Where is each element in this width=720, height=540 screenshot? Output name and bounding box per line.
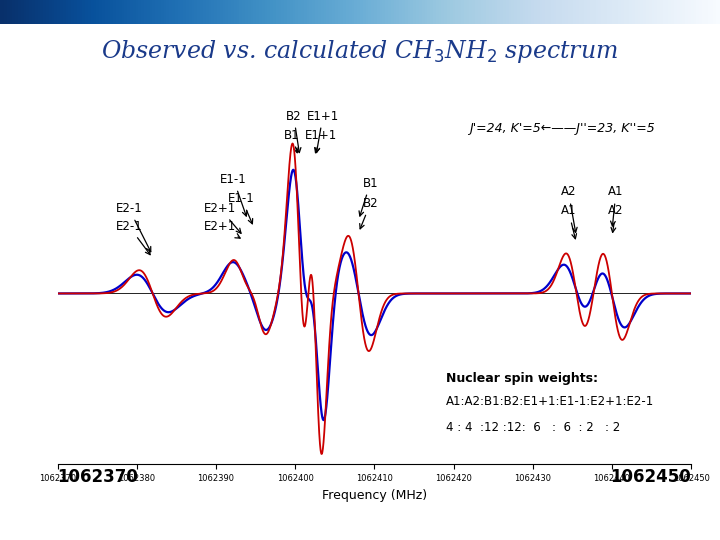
- Text: E1-1: E1-1: [220, 173, 247, 216]
- Text: B1: B1: [284, 129, 300, 153]
- Text: 4 : 4  :12 :12:  6   :  6  : 2   : 2: 4 : 4 :12 :12: 6 : 6 : 2 : 2: [446, 421, 620, 434]
- Text: E2-1: E2-1: [115, 202, 150, 252]
- Text: E1+1: E1+1: [305, 129, 338, 153]
- Text: E1+1: E1+1: [307, 110, 339, 153]
- Text: A2: A2: [561, 186, 577, 232]
- Text: A1: A1: [561, 205, 577, 239]
- Text: E2+1: E2+1: [204, 220, 240, 238]
- Text: 1062450: 1062450: [611, 468, 691, 486]
- Text: E2-1: E2-1: [115, 220, 150, 255]
- Text: B2: B2: [286, 110, 302, 153]
- Text: A1:A2:B1:B2:E1+1:E1-1:E2+1:E2-1: A1:A2:B1:B2:E1+1:E1-1:E2+1:E2-1: [446, 395, 654, 408]
- Text: A1: A1: [608, 186, 624, 226]
- X-axis label: Frequency (MHz): Frequency (MHz): [322, 489, 427, 502]
- Text: E2+1: E2+1: [204, 202, 241, 233]
- Text: Observed vs. calculated CH$_3$NH$_2$ spectrum: Observed vs. calculated CH$_3$NH$_2$ spe…: [102, 38, 618, 65]
- Text: J'=24, K'=5←——J''=23, K''=5: J'=24, K'=5←——J''=23, K''=5: [469, 123, 655, 136]
- Text: B2: B2: [360, 197, 378, 229]
- Text: Nuclear spin weights:: Nuclear spin weights:: [446, 372, 598, 385]
- Text: A2: A2: [608, 205, 624, 232]
- Text: 1062370: 1062370: [58, 468, 138, 486]
- Text: E1-1: E1-1: [228, 192, 255, 224]
- Text: B1: B1: [359, 177, 378, 216]
